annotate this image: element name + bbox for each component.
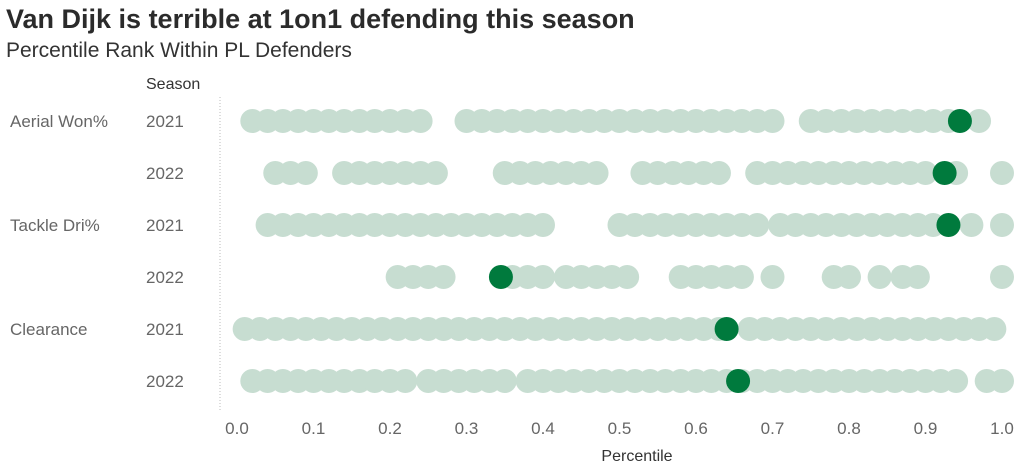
peer-dot <box>706 161 731 185</box>
season-label: 2021 <box>146 216 184 235</box>
peer-dot <box>990 161 1014 185</box>
x-tick-label: 0.3 <box>455 419 479 438</box>
peer-dot <box>967 109 992 133</box>
x-axis-label: Percentile <box>601 448 672 465</box>
van-dijk-dot <box>488 265 513 289</box>
peer-dot <box>531 265 555 289</box>
van-dijk-dot <box>936 213 961 237</box>
peer-dot <box>905 265 930 289</box>
x-tick-label: 0.9 <box>914 419 938 438</box>
chart-subtitle: Percentile Rank Within PL Defenders <box>6 39 352 62</box>
peer-dot <box>431 265 456 289</box>
peer-dot <box>990 369 1014 393</box>
x-tick-label: 0.2 <box>378 419 402 438</box>
peer-dot <box>913 161 938 185</box>
peer-dot <box>959 213 984 237</box>
peer-dot <box>423 161 448 185</box>
peer-dot <box>760 109 785 133</box>
peer-dot <box>982 317 1007 341</box>
peer-dot <box>393 369 418 393</box>
x-tick-label: 1.0 <box>990 419 1014 438</box>
x-tick-label: 0.4 <box>531 419 555 438</box>
season-label: 2021 <box>146 320 184 339</box>
season-label: 2022 <box>146 164 184 183</box>
peer-dot <box>944 369 969 393</box>
van-dijk-dot <box>947 109 972 133</box>
peer-dot <box>990 213 1014 237</box>
row-tackle-dri--2021: Tackle Dri% 2021 <box>10 213 1014 237</box>
chart-title: Van Dijk is terrible at 1on1 defending t… <box>6 4 635 34</box>
season-label: 2022 <box>146 268 184 287</box>
metric-label: Clearance <box>10 320 88 339</box>
row-header-season: Season <box>146 76 200 93</box>
row-metric-5-2022: 2022 <box>146 369 1014 393</box>
x-ticks-layer: 0.0 0.1 0.2 0.3 0.4 0.5 0.6 0.7 0.8 0.9 1.0 <box>225 419 1014 438</box>
peer-dot <box>615 265 640 289</box>
row-metric-3-2022: 2022 <box>146 265 1014 289</box>
peer-dot <box>492 369 517 393</box>
peer-dot <box>867 265 892 289</box>
van-dijk-dot <box>932 161 957 185</box>
season-label: 2022 <box>146 372 184 391</box>
peer-dot <box>408 109 433 133</box>
x-tick-label: 0.8 <box>837 419 861 438</box>
peer-dot <box>729 265 754 289</box>
rows-layer: Aerial Won% 2021 2022 Tackle Dri% 2021 2022 Cl… <box>10 109 1014 393</box>
x-tick-label: 0.7 <box>761 419 785 438</box>
peer-dot <box>745 213 770 237</box>
peer-dot <box>760 265 785 289</box>
x-tick-label: 0.0 <box>225 419 249 438</box>
x-tick-label: 0.6 <box>684 419 708 438</box>
peer-dot <box>837 265 861 289</box>
peer-dot <box>584 161 609 185</box>
metric-label: Tackle Dri% <box>10 216 100 235</box>
peer-dot <box>531 213 555 237</box>
metric-label: Aerial Won% <box>10 112 108 131</box>
row-metric-1-2022: 2022 <box>146 161 1014 185</box>
x-tick-label: 0.5 <box>608 419 632 438</box>
van-dijk-dot <box>714 317 739 341</box>
peer-dot <box>293 161 318 185</box>
row-clearance-2021: Clearance 2021 <box>10 317 1007 341</box>
x-tick-label: 0.1 <box>302 419 326 438</box>
season-label: 2021 <box>146 112 184 131</box>
row-aerial-won--2021: Aerial Won% 2021 <box>10 109 992 133</box>
peer-dot <box>990 265 1014 289</box>
van-dijk-dot <box>726 369 751 393</box>
